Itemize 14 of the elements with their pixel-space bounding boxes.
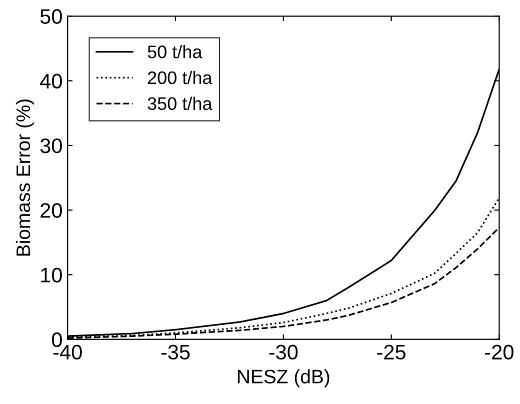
legend-label: 50 t/ha xyxy=(148,45,202,58)
y-tick-label: 40 xyxy=(40,74,62,89)
y-tick-label: 50 xyxy=(40,9,62,24)
legend-label: 200 t/ha xyxy=(148,70,212,84)
x-tick-label: -25 xyxy=(377,344,406,360)
x-tick-label: -30 xyxy=(269,344,298,360)
y-tick-label: 20 xyxy=(40,203,62,218)
x-tick-label: -20 xyxy=(485,344,514,360)
y-tick-label: 30 xyxy=(40,138,62,154)
x-tick-label: -35 xyxy=(161,344,190,360)
y-axis-title: Biomass Error (%) xyxy=(16,100,34,256)
x-axis-title: NESZ (dB) xyxy=(238,369,330,388)
legend-label: 350 t/ha xyxy=(148,96,212,110)
y-tick-label: 10 xyxy=(41,268,62,282)
